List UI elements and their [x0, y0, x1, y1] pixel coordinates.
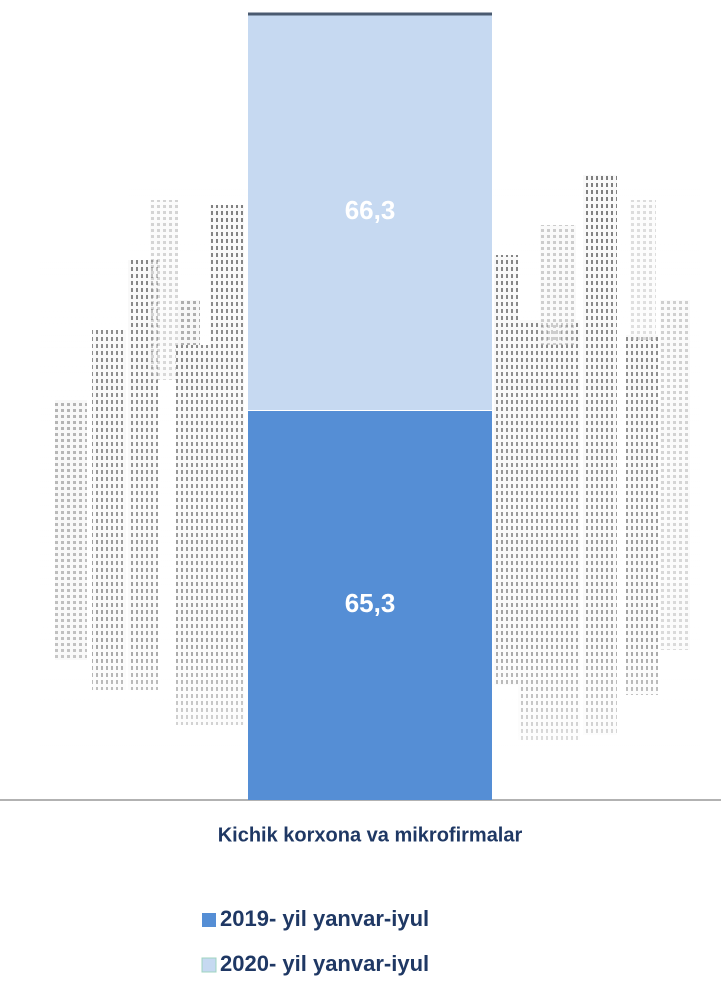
- value-label: 66,3: [345, 195, 396, 225]
- legend-marker: [201, 957, 217, 973]
- value-label: 65,3: [345, 588, 396, 618]
- legend-label: 2019- yil yanvar-iyul: [220, 906, 429, 931]
- bar-segment: [248, 14, 492, 410]
- x-tick-label: Kichik korxona va mikrofirmalar: [218, 824, 523, 846]
- bar-segment: [248, 409, 492, 800]
- legend-marker: [202, 913, 216, 927]
- legend-label: 2020- yil yanvar-iyul: [220, 951, 429, 976]
